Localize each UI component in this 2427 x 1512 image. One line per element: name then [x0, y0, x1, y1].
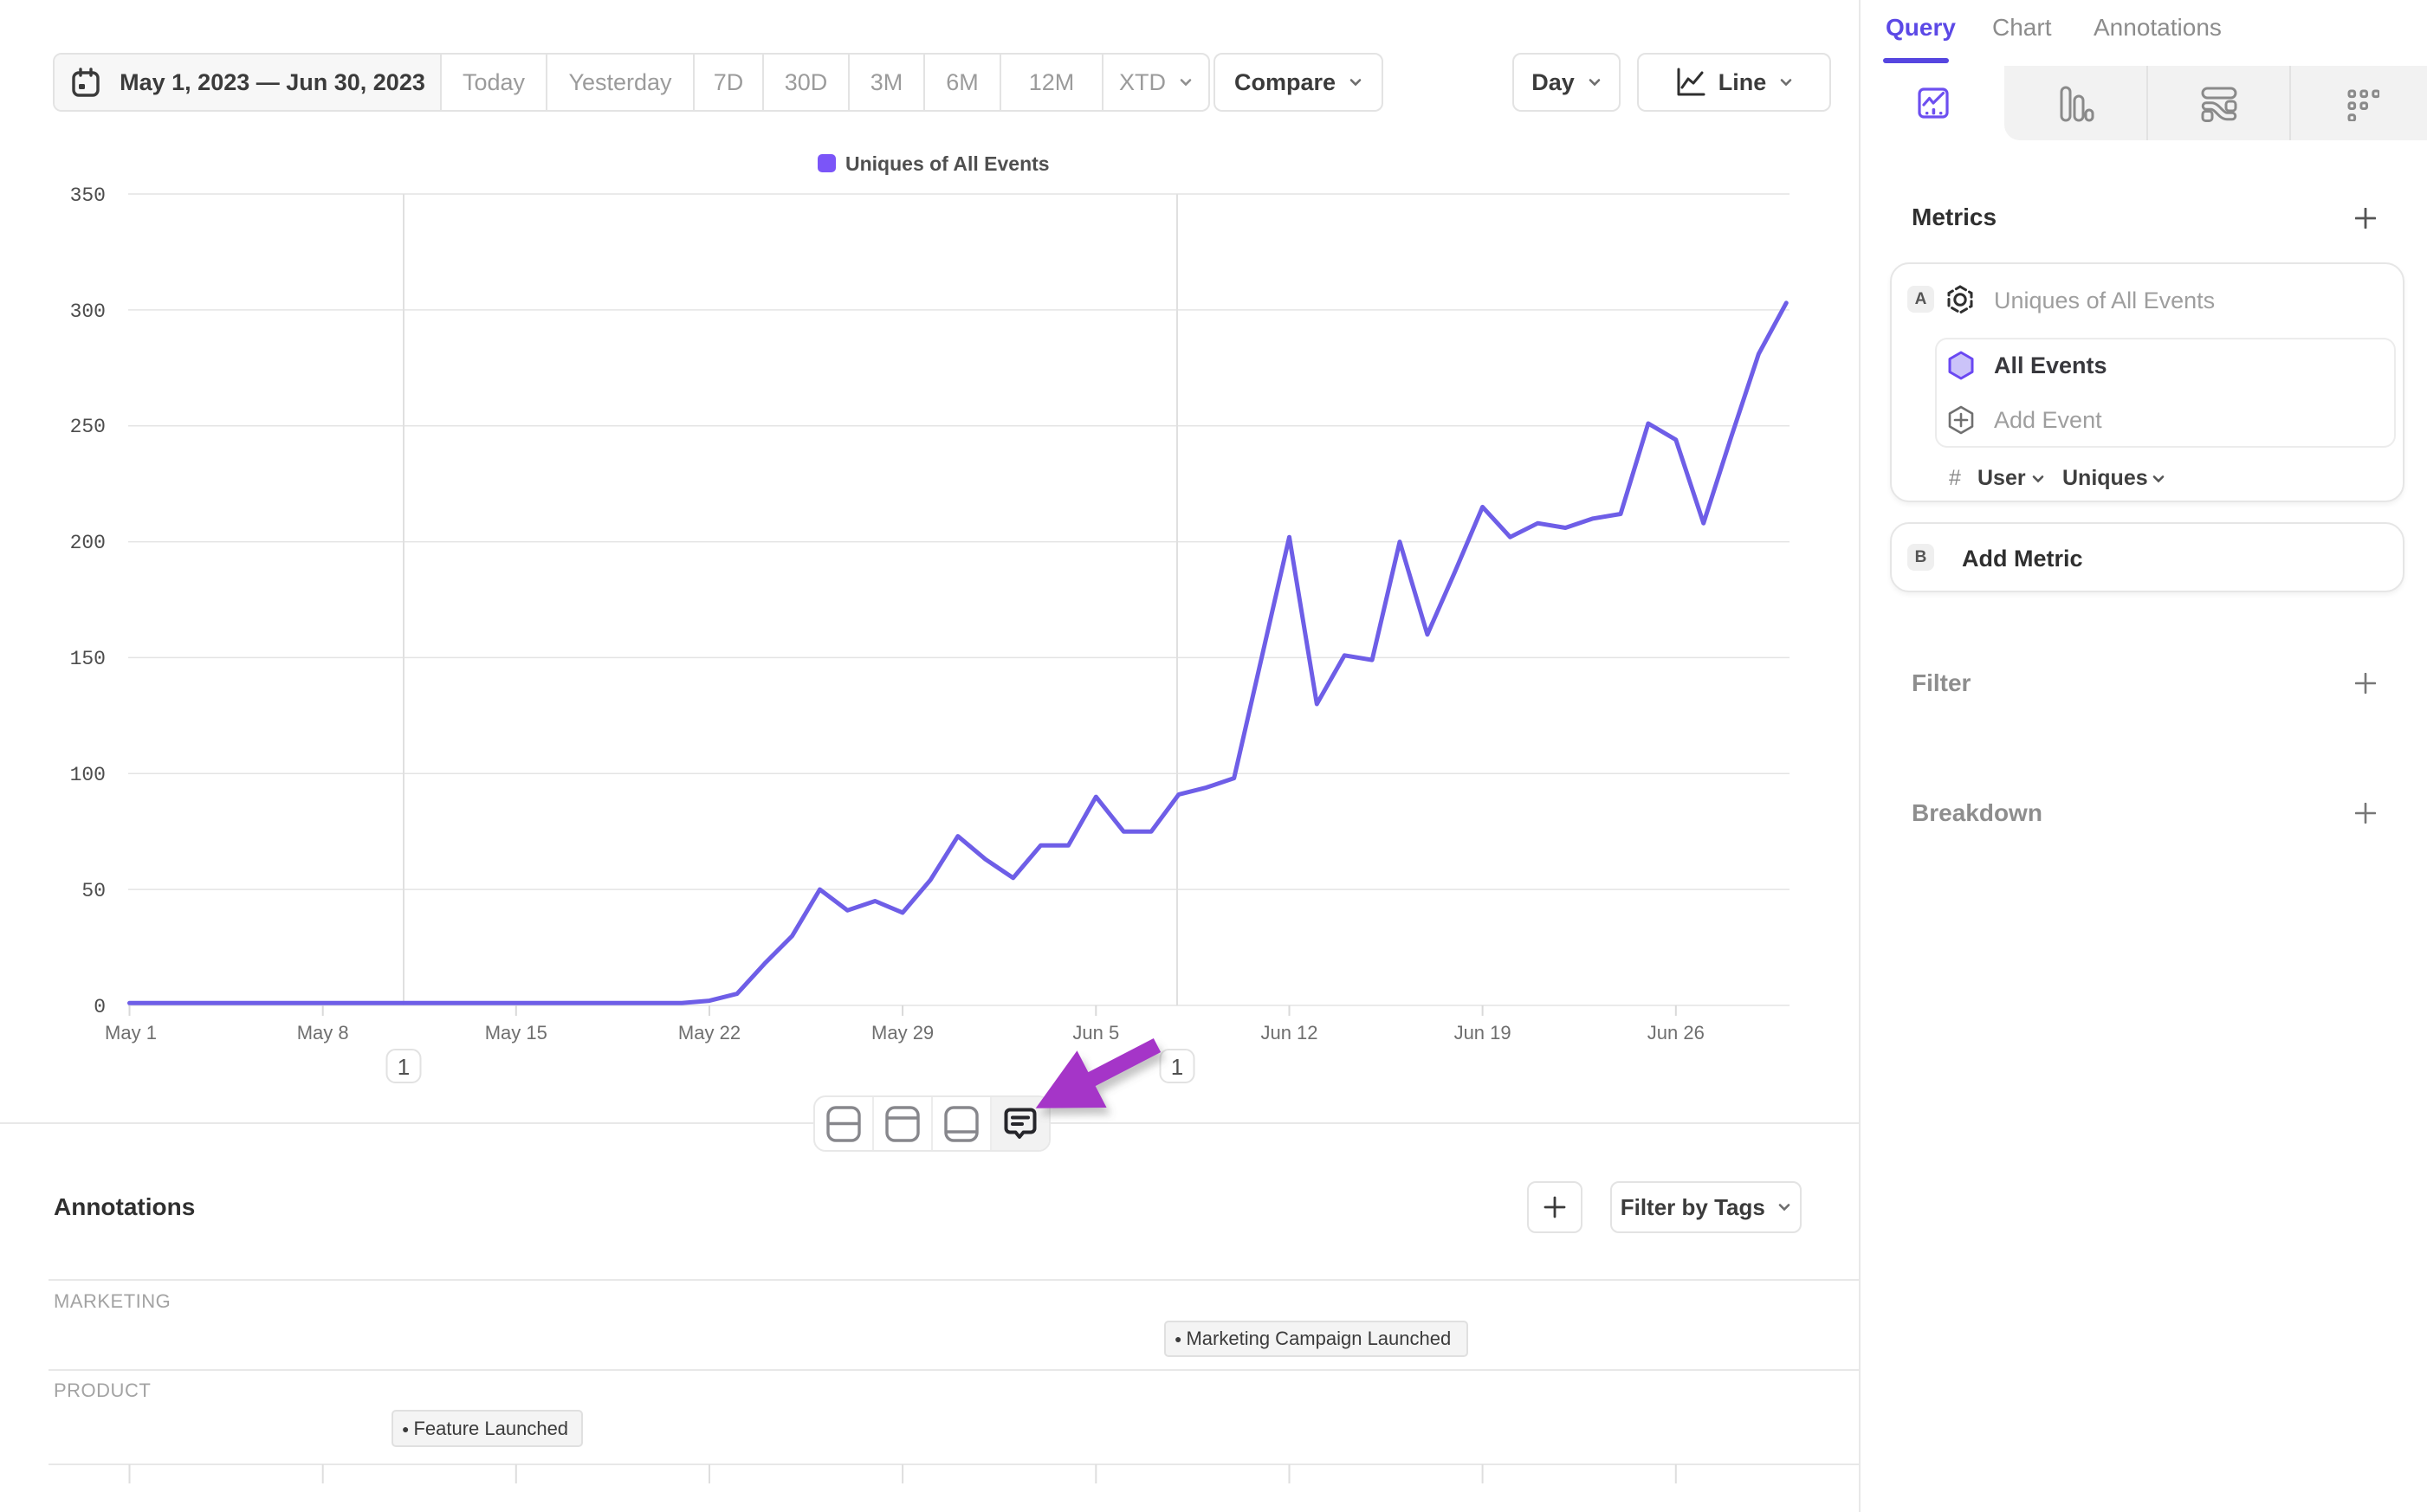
- svg-text:May 22: May 22: [678, 1022, 741, 1044]
- svg-text:May 8: May 8: [297, 1022, 349, 1044]
- svg-text:50: 50: [81, 880, 106, 902]
- svg-text:1: 1: [398, 1054, 410, 1080]
- svg-text:1: 1: [1171, 1054, 1183, 1080]
- svg-text:200: 200: [70, 532, 106, 554]
- svg-text:0: 0: [94, 996, 106, 1018]
- svg-text:Uniques of All Events: Uniques of All Events: [845, 152, 1050, 175]
- svg-text:100: 100: [70, 764, 106, 786]
- svg-text:Jun 19: Jun 19: [1454, 1022, 1511, 1044]
- svg-text:May 15: May 15: [485, 1022, 547, 1044]
- svg-text:150: 150: [70, 648, 106, 670]
- svg-text:350: 350: [70, 184, 106, 207]
- svg-text:Jun 12: Jun 12: [1260, 1022, 1317, 1044]
- svg-text:May 1: May 1: [105, 1022, 157, 1044]
- svg-text:300: 300: [70, 300, 106, 323]
- svg-text:Jun 26: Jun 26: [1647, 1022, 1705, 1044]
- svg-text:May 29: May 29: [871, 1022, 934, 1044]
- svg-text:Jun 5: Jun 5: [1072, 1022, 1119, 1044]
- svg-text:250: 250: [70, 416, 106, 438]
